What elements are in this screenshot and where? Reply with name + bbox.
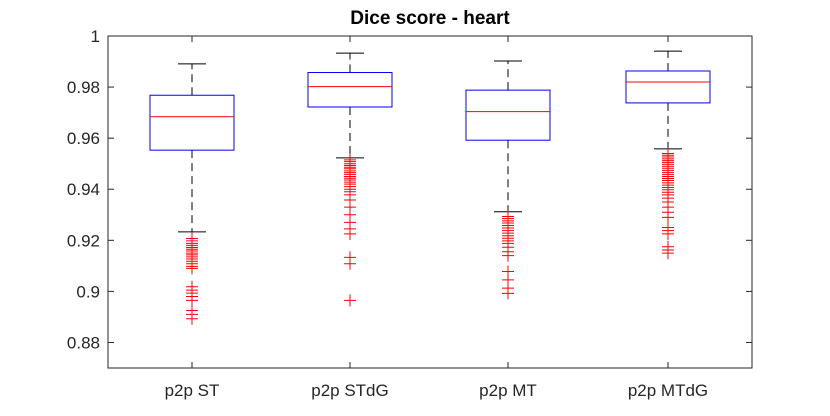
outlier-marker	[502, 249, 514, 262]
y-tick-label: 0.9	[76, 282, 100, 301]
iqr-box	[149, 94, 235, 151]
outlier-marker	[186, 294, 198, 307]
x-tick-label: p2p MTdG	[628, 381, 708, 400]
plot-area-frame	[107, 35, 753, 369]
box-group	[149, 63, 235, 325]
outlier-marker	[186, 312, 198, 325]
y-tick-label: 0.98	[67, 78, 100, 97]
outlier-marker	[662, 247, 674, 260]
box-group	[465, 60, 551, 300]
box-group	[625, 50, 711, 260]
boxes-layer	[149, 50, 711, 325]
outlier-marker	[344, 227, 356, 240]
outlier-marker	[344, 294, 356, 307]
y-tick-label: 1	[91, 27, 100, 46]
iqr-box	[465, 89, 551, 141]
y-tick-label: 0.92	[67, 231, 100, 250]
y-tick-label: 0.96	[67, 129, 100, 148]
y-tick-label: 0.94	[67, 180, 100, 199]
outlier-marker	[344, 257, 356, 270]
outlier-marker	[662, 227, 674, 240]
outlier-marker	[502, 287, 514, 300]
x-tick-label: p2p ST	[165, 381, 220, 400]
box-group	[307, 52, 393, 307]
outlier-marker	[186, 262, 198, 275]
x-tick-label: p2p MT	[479, 381, 537, 400]
iqr-box	[307, 72, 393, 108]
y-tick-label: 0.88	[67, 333, 100, 352]
y-axis: 0.88 0.9 0.92 0.94 0.96 0.98 1	[67, 27, 752, 352]
outlier-marker	[662, 211, 674, 224]
iqr-box	[625, 70, 711, 104]
x-axis: p2p ST p2p STdG p2p MT p2p MTdG	[165, 36, 708, 400]
x-tick-label: p2p STdG	[311, 381, 389, 400]
chart-title: Dice score - heart	[350, 8, 510, 29]
